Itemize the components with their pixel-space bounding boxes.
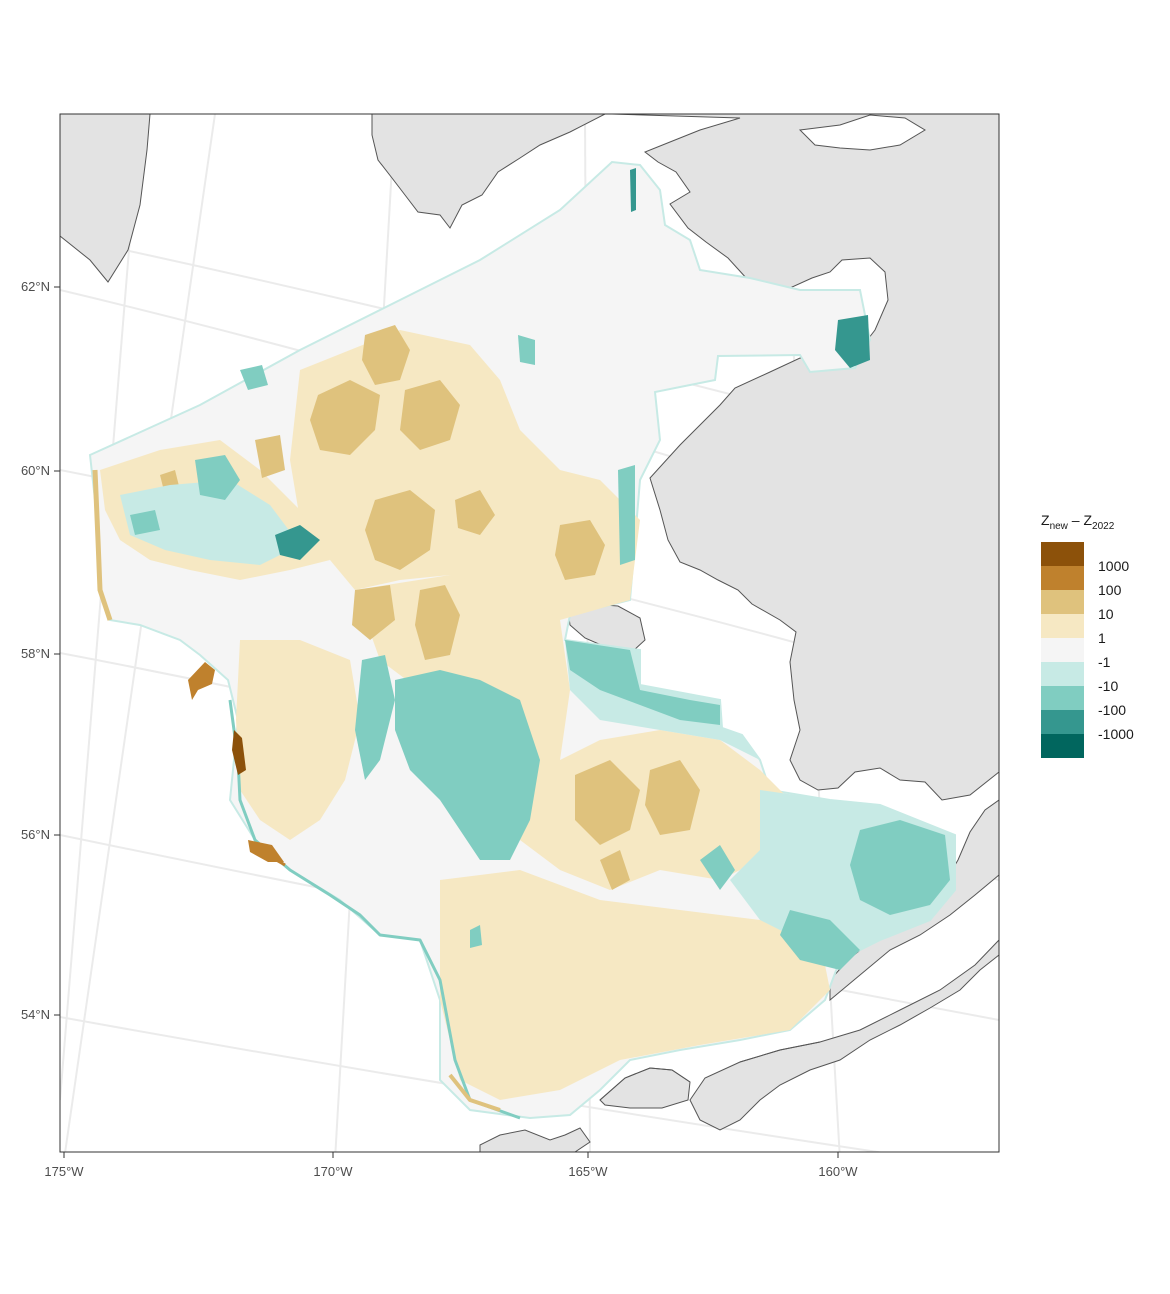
fox-islands: [479, 1127, 591, 1152]
chukotka-land: [371, 114, 606, 229]
legend: Znew – Z2022 1000 100 10 1 -1 -10 -100 -1000: [1041, 512, 1134, 758]
legend-key-0: [1041, 542, 1084, 566]
legend-label-4: -1: [1098, 654, 1111, 670]
y-axis: 62°N 60°N 58°N 56°N 54°N: [21, 279, 60, 1022]
legend-label-0: 1000: [1098, 558, 1129, 574]
shelf-positive-anomaly-3: [248, 840, 284, 862]
legend-key-4: [1041, 638, 1084, 662]
lon-label-165: 165°W: [568, 1164, 608, 1179]
legend-label-1: 100: [1098, 582, 1122, 598]
negative-difference-patches: [120, 168, 955, 970]
panel-border: [59, 113, 1000, 1153]
legend-key-6: [1041, 686, 1084, 710]
lon-label-160: 160°W: [818, 1164, 858, 1179]
legend-key-7: [1041, 710, 1084, 734]
legend-title: Znew – Z2022: [1041, 512, 1115, 532]
lat-label-62: 62°N: [21, 279, 50, 294]
legend-label-3: 1: [1098, 630, 1106, 646]
map-panel: [60, 114, 999, 1152]
legend-label-5: -10: [1098, 678, 1118, 694]
x-axis: 175°W 170°W 165°W 160°W: [44, 1152, 858, 1179]
siberia-land: [60, 114, 151, 283]
alaska-mainland: [611, 114, 999, 801]
seward-peninsula-inner: [798, 114, 926, 151]
lon-label-170: 170°W: [313, 1164, 353, 1179]
shelf-positive-anomaly-2: [232, 730, 246, 775]
legend-title-z: Z: [1041, 512, 1050, 528]
legend-key-5: [1041, 662, 1084, 686]
alaska-peninsula: [689, 800, 999, 1131]
land: [60, 114, 999, 1152]
shelf-positive-anomaly-1: [188, 662, 215, 700]
legend-label-2: 10: [1098, 606, 1114, 622]
legend-keys: 1000 100 10 1 -1 -10 -100 -1000: [1041, 542, 1134, 758]
lon-label-175: 175°W: [44, 1164, 84, 1179]
legend-key-8: [1041, 734, 1084, 758]
legend-key-3: [1041, 614, 1084, 638]
lat-label-54: 54°N: [21, 1007, 50, 1022]
bathymetry-difference-surface: [88, 160, 956, 1120]
legend-title-sub-2022: 2022: [1092, 521, 1115, 532]
legend-key-1: [1041, 566, 1084, 590]
lat-label-56: 56°N: [21, 827, 50, 842]
legend-label-7: -1000: [1098, 726, 1134, 742]
lat-label-58: 58°N: [21, 646, 50, 661]
legend-key-2: [1041, 590, 1084, 614]
legend-title-minus: – Z: [1068, 512, 1093, 528]
legend-title-sub-new: new: [1050, 521, 1069, 532]
coast-detail: [599, 1041, 821, 1101]
legend-label-6: -100: [1098, 702, 1126, 718]
lat-label-60: 60°N: [21, 463, 50, 478]
